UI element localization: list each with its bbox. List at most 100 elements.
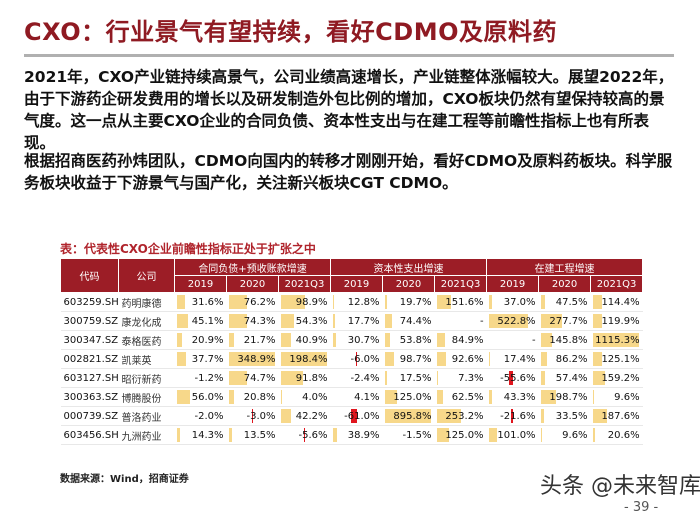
cell-value-text: 86.2%: [555, 353, 588, 365]
slide-title-bar: CXO：行业景气有望持续，看好CDMO及原料药: [24, 14, 674, 54]
data-bar: [280, 371, 303, 385]
data-bar: [384, 409, 431, 423]
data-bar: [228, 371, 247, 385]
cell-value-text: -1.2%: [194, 372, 224, 384]
data-bar: [592, 314, 602, 328]
data-source: 数据来源：Wind，招商证券: [60, 474, 189, 485]
cell-value: 91.8%: [278, 368, 331, 388]
data-bar: [592, 352, 602, 366]
table-row: 000739.SZ 普洛药业 -2.0% -3.0% 42.2% -61.0% 895.8%…: [60, 406, 643, 426]
data-bar: [176, 314, 188, 328]
cell-value-text: 253.2%: [445, 410, 484, 422]
data-bar: [228, 352, 275, 366]
data-bar: [176, 390, 190, 404]
data-bar: [592, 409, 607, 423]
header-year: 2020: [538, 275, 592, 293]
header-year: 2020: [382, 275, 436, 293]
cell-value: 45.1%: [174, 311, 227, 331]
data-bar: [280, 390, 282, 404]
cell-value: 7.3%: [434, 368, 487, 388]
data-bar: [332, 314, 335, 328]
data-bar: [488, 352, 490, 366]
data-bar: [228, 428, 232, 442]
cell-value-text: 91.8%: [295, 372, 328, 384]
cell-value-text: 98.7%: [399, 353, 432, 365]
header-year: 2021Q3: [434, 275, 488, 293]
cell-value: 198.7%: [538, 387, 591, 407]
cell-value-text: 19.7%: [399, 296, 432, 308]
cell-value-text: -1.5%: [402, 429, 432, 441]
cell-value: 20.9%: [174, 330, 227, 350]
cell-code: 603127.SH: [60, 368, 119, 388]
cell-value-text: 119.9%: [601, 315, 640, 327]
cell-value: 57.4%: [538, 368, 591, 388]
cell-value: 4.1%: [330, 387, 383, 407]
cell-value-text: 151.6%: [445, 296, 484, 308]
data-bar: [384, 314, 392, 328]
cell-value: -5.6%: [278, 425, 331, 445]
data-bar: [436, 371, 438, 385]
data-bar: [436, 409, 461, 423]
cell-value: 277.7%: [538, 311, 591, 331]
cell-value-text: 20.9%: [191, 334, 224, 346]
cell-value-text: -: [531, 334, 536, 346]
cell-value-text: 187.6%: [601, 410, 640, 422]
cell-value-text: 74.7%: [243, 372, 276, 384]
cell-value-text: 54.3%: [295, 315, 328, 327]
cell-company: 康龙化成: [118, 311, 175, 331]
cell-value: 30.7%: [330, 330, 383, 350]
data-bar: [436, 428, 449, 442]
cell-value: 86.2%: [538, 349, 591, 369]
cell-value-text: -61.0%: [344, 410, 380, 422]
data-bar: [332, 428, 337, 442]
cell-value-text: 198.7%: [549, 391, 588, 403]
cell-value: 12.8%: [330, 292, 383, 312]
cell-value-text: 98.9%: [295, 296, 328, 308]
data-bar: [176, 333, 182, 347]
page-number: - 39 -: [624, 500, 659, 515]
cell-value-text: 42.2%: [295, 410, 328, 422]
cell-value-text: 4.0%: [302, 391, 328, 403]
cell-company: 药明康德: [118, 292, 175, 312]
cell-code: 603259.SH: [60, 292, 119, 312]
cell-value-text: 125.0%: [445, 429, 484, 441]
data-bar: [280, 295, 305, 309]
table-header-row-2: 2019 2020 2021Q3 2019 2020 2021Q3 2019 2…: [61, 275, 644, 293]
cell-value-text: 33.5%: [555, 410, 588, 422]
data-bar: [436, 295, 451, 309]
cell-value: 74.3%: [226, 311, 279, 331]
data-bar: [540, 390, 556, 404]
cell-value-text: 12.8%: [347, 296, 380, 308]
cell-value: 31.6%: [174, 292, 227, 312]
data-bar: [540, 428, 542, 442]
cell-value: 1115.3%: [590, 330, 643, 350]
cell-value-text: 84.9%: [451, 334, 484, 346]
header-year: 2019: [174, 275, 227, 293]
cell-value-text: 62.5%: [451, 391, 484, 403]
table-row: 603456.SH 九洲药业 14.3% 13.5% -5.6% 38.9% -1.5% 12…: [60, 425, 643, 445]
cell-value: -: [486, 330, 539, 350]
cell-value-text: 114.4%: [601, 296, 640, 308]
cell-value: 74.4%: [382, 311, 435, 331]
cell-value-text: 40.9%: [295, 334, 328, 346]
indicator-table: 代码 公司 合同负债+预收账款增速 资本性支出增速 在建工程增速 2019 20…: [60, 258, 644, 445]
data-bar: [508, 371, 513, 385]
cell-value-text: 277.7%: [549, 315, 588, 327]
cell-value: 125.0%: [382, 387, 435, 407]
table-row: 300363.SZ 博腾股份 56.0% 20.8% 4.0% 4.1% 125.0% 62.…: [60, 387, 643, 407]
cell-value: 17.5%: [382, 368, 435, 388]
cell-value-text: 198.4%: [289, 353, 328, 365]
table-row: 300759.SZ 康龙化成 45.1% 74.3% 54.3% 17.7% 74.4% - 5…: [60, 311, 643, 331]
data-bar: [540, 352, 547, 366]
cell-value: 187.6%: [590, 406, 643, 426]
cell-value: -1.5%: [382, 425, 435, 445]
cell-value: 17.4%: [486, 349, 539, 369]
cell-code: 300363.SZ: [60, 387, 119, 407]
cell-value-text: 145.8%: [549, 334, 588, 346]
header-year: 2021Q3: [590, 275, 644, 293]
cell-value: 37.7%: [174, 349, 227, 369]
cell-company: 昭衍新药: [118, 368, 175, 388]
data-bar: [510, 409, 513, 423]
cell-value-text: 45.1%: [191, 315, 224, 327]
cell-value: -55.6%: [486, 368, 539, 388]
